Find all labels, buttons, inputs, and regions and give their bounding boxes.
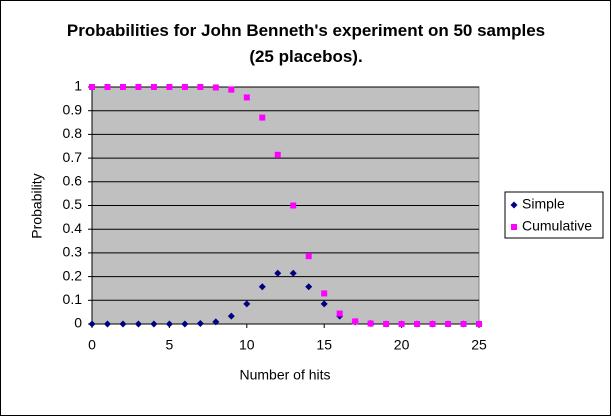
data-point [398, 321, 405, 327]
data-point [181, 320, 189, 328]
chart-title: Probabilities for John Benneth's experim… [66, 21, 546, 66]
x-tick-label: 0 [88, 337, 96, 353]
y-tick-label: 0.1 [63, 291, 83, 307]
data-point [104, 84, 111, 90]
data-point [227, 312, 235, 320]
data-point [305, 283, 313, 291]
y-tick-label: 0.9 [63, 101, 83, 117]
data-point [197, 84, 204, 90]
y-tick-label: 0.6 [63, 173, 83, 189]
x-tick-label: 15 [316, 337, 332, 353]
data-point [289, 269, 297, 277]
data-point [165, 320, 173, 328]
legend-marker [511, 224, 517, 230]
x-tick-label: 20 [394, 337, 410, 353]
data-point [119, 84, 126, 90]
y-tick-label: 0.3 [63, 244, 83, 260]
data-point [274, 269, 282, 277]
data-point [89, 84, 95, 90]
y-tick-label: 0.2 [63, 267, 83, 283]
legend-marker [510, 201, 518, 209]
data-point [290, 202, 297, 209]
data-point [150, 320, 158, 328]
data-point [88, 320, 96, 328]
data-point [367, 320, 374, 327]
y-tick-label: 0.8 [63, 125, 83, 141]
y-axis-label: Probability [29, 173, 45, 238]
data-point [352, 318, 359, 325]
x-tick-label: 5 [166, 337, 174, 353]
data-point [150, 84, 157, 90]
y-tick-label: 1 [74, 78, 82, 94]
data-point [460, 321, 467, 327]
y-tick-label: 0 [74, 315, 82, 331]
data-point [414, 321, 421, 327]
x-tick-label: 10 [239, 337, 255, 353]
data-point [196, 320, 204, 328]
data-point [320, 300, 328, 308]
legend-label: Cumulative [522, 218, 592, 234]
data-point [305, 253, 312, 260]
data-point [212, 84, 219, 91]
data-point [383, 321, 390, 327]
data-point [476, 321, 482, 327]
legend-label: Simple [522, 196, 565, 212]
x-axis-label: Number of hits [239, 367, 330, 383]
data-point [212, 318, 220, 326]
data-point [243, 94, 250, 101]
y-tick-label: 0.5 [63, 196, 83, 212]
legend-box [504, 191, 604, 239]
data-point [274, 151, 281, 158]
data-point [321, 290, 328, 297]
data-point [135, 84, 142, 90]
data-point [336, 310, 343, 317]
x-tick-label: 25 [471, 337, 487, 353]
data-point [181, 84, 188, 90]
data-point [103, 320, 111, 328]
data-point [429, 321, 436, 327]
data-point [228, 86, 235, 93]
data-point [445, 321, 452, 327]
data-point [134, 320, 142, 328]
data-point [243, 300, 251, 308]
y-tick-label: 0.7 [63, 149, 83, 165]
data-point [258, 283, 266, 291]
data-point [166, 84, 173, 90]
data-point [259, 114, 266, 121]
data-point [119, 320, 127, 328]
y-tick-label: 0.4 [63, 220, 83, 236]
